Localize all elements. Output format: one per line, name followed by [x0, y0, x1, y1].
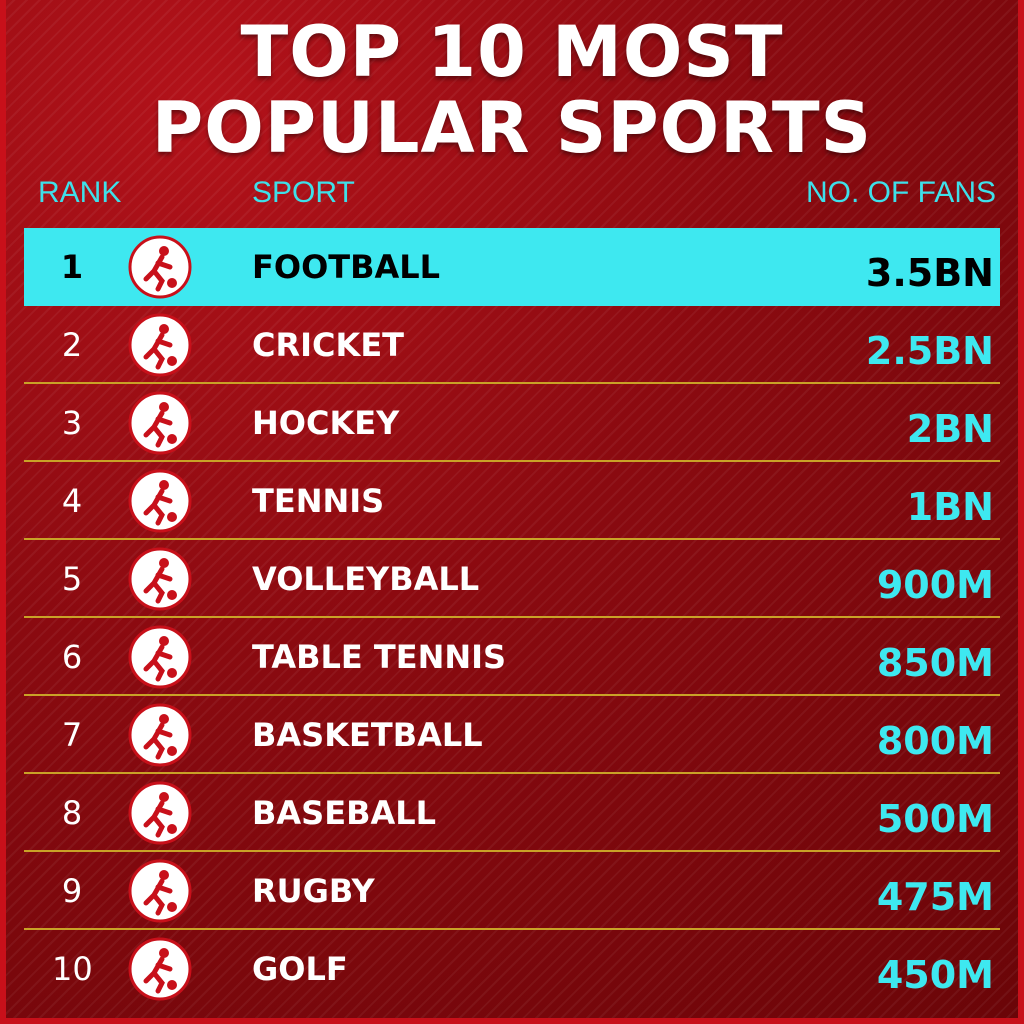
sport-icon: [128, 391, 192, 459]
fan-count: 2BN: [906, 407, 994, 451]
sport-name: TABLE TENNIS: [252, 638, 507, 676]
rank: 4: [61, 482, 83, 520]
rank-header: RANK: [38, 176, 122, 209]
sport-icon: [128, 625, 192, 693]
icon-graphic: [128, 625, 192, 689]
title: TOP 10 MOST POPULAR SPORTS: [151, 11, 873, 169]
fan-count: 2.5BN: [865, 329, 994, 373]
icon-graphic: [128, 703, 192, 767]
fan-count: 500M: [876, 797, 994, 841]
fan-count: 3.5BN: [865, 251, 994, 295]
table-row: 9 RUGBY 475M: [24, 852, 1000, 930]
sport-icon: [128, 469, 192, 537]
sport-name: BASKETBALL: [252, 716, 483, 754]
fan-count: 850M: [876, 641, 994, 685]
rank: 1: [60, 248, 84, 286]
fan-count: 1BN: [906, 485, 994, 529]
sport-name: CRICKET: [252, 326, 404, 364]
fans-header: NO. OF FANS: [805, 176, 996, 209]
rank: 6: [61, 638, 83, 676]
fan-count: 800M: [876, 719, 994, 763]
icon-graphic: [128, 313, 192, 377]
rank: 10: [52, 950, 93, 988]
sport-name: BASEBALL: [252, 794, 436, 832]
table-row: 3 HOCKEY 2BN: [24, 384, 1000, 462]
rank: 7: [61, 716, 83, 754]
ranking-table: 1 FOOTBALL 3.5BN 2 CRICKET 2.5BN 3 HOCKEY 2BN 4 TE…: [24, 228, 1000, 1008]
icon-graphic: [128, 469, 192, 533]
sport-icon: [128, 703, 192, 771]
table-row: 1 FOOTBALL 3.5BN: [24, 228, 1000, 306]
sport-name: VOLLEYBALL: [252, 560, 480, 598]
table-row: 2 CRICKET 2.5BN: [24, 306, 1000, 384]
sport-icon: [128, 235, 192, 303]
sport-name: GOLF: [252, 950, 348, 988]
icon-graphic: [128, 937, 192, 1001]
sport-icon: [128, 937, 192, 1005]
sport-icon: [128, 781, 192, 849]
icon-graphic: [128, 235, 192, 299]
rank: 3: [61, 404, 83, 442]
table-row: 10 GOLF 450M: [24, 930, 1000, 1008]
rank: 5: [61, 560, 83, 598]
sport-header: SPORT: [252, 176, 355, 209]
table-row: 8 BASEBALL 500M: [24, 774, 1000, 852]
table-row: 7 BASKETBALL 800M: [24, 696, 1000, 774]
table-row: 5 VOLLEYBALL 900M: [24, 540, 1000, 618]
sport-icon: [128, 313, 192, 381]
icon-graphic: [128, 781, 192, 845]
icon-graphic: [128, 547, 192, 611]
fan-count: 900M: [876, 563, 994, 607]
fan-count: 475M: [876, 875, 994, 919]
icon-graphic: [128, 391, 192, 455]
table-row: 6 TABLE TENNIS 850M: [24, 618, 1000, 696]
rank: 8: [61, 794, 83, 832]
sport-icon: [128, 859, 192, 927]
table-row: 4 TENNIS 1BN: [24, 462, 1000, 540]
icon-graphic: [128, 859, 192, 923]
rank: 9: [61, 872, 83, 910]
fan-count: 450M: [876, 953, 994, 997]
sport-name: FOOTBALL: [252, 248, 441, 286]
sport-name: HOCKEY: [252, 404, 400, 442]
sport-name: TENNIS: [252, 482, 385, 520]
rank: 2: [61, 326, 83, 364]
sport-name: RUGBY: [252, 872, 375, 910]
sport-icon: [128, 547, 192, 615]
